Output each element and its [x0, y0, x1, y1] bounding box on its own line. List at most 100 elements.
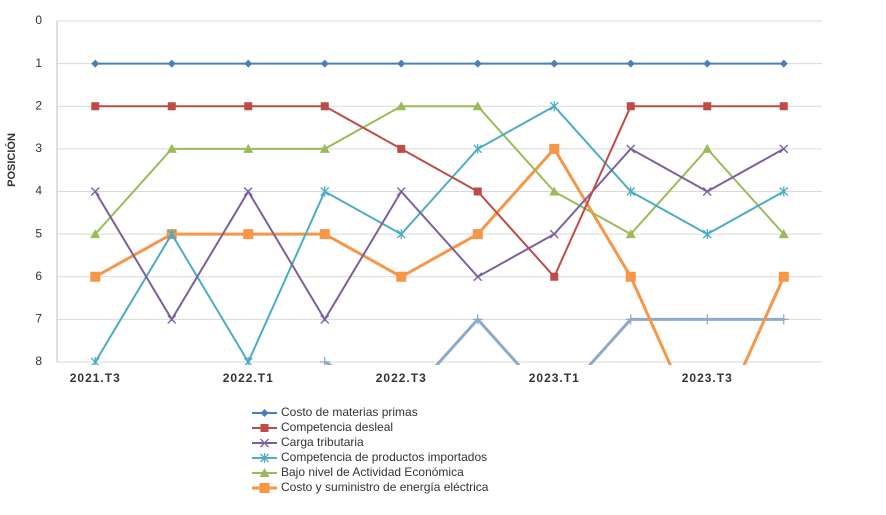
marker: [320, 186, 330, 197]
y-tick-label: 4: [35, 184, 42, 198]
series-line: [95, 105, 784, 279]
y-tick-label: 8: [35, 354, 42, 368]
marker: [259, 483, 270, 493]
y-tick-label: 6: [35, 269, 42, 283]
marker: [244, 59, 253, 68]
marker: [703, 102, 712, 111]
legend-label: Costo de materias primas: [281, 405, 418, 419]
series: [319, 314, 789, 410]
marker: [549, 400, 559, 410]
marker: [549, 186, 560, 196]
legend-label: Costo y suministro de energía eléctrica: [281, 480, 489, 494]
marker: [260, 409, 269, 417]
y-tick-label: 3: [35, 141, 42, 155]
marker: [90, 271, 101, 282]
x-tick-label: 2023.T3: [682, 371, 733, 385]
marker: [779, 144, 789, 154]
x-tick-label: 2022.T1: [223, 371, 274, 385]
marker: [320, 314, 330, 324]
marker: [702, 229, 712, 240]
series: [90, 101, 789, 239]
marker: [778, 229, 789, 239]
marker: [549, 229, 559, 239]
marker: [625, 314, 636, 325]
marker: [259, 468, 270, 477]
marker: [549, 101, 559, 112]
marker: [90, 357, 100, 365]
marker: [473, 59, 482, 68]
marker: [90, 187, 100, 196]
marker: [625, 271, 636, 282]
marker: [396, 187, 406, 196]
marker: [90, 229, 101, 239]
marker: [778, 314, 789, 325]
marker: [626, 59, 635, 68]
marker: [473, 187, 482, 196]
legend-label: Competencia desleal: [281, 420, 393, 434]
marker: [260, 453, 269, 463]
marker: [550, 59, 559, 68]
marker: [703, 59, 712, 68]
marker: [260, 424, 269, 432]
marker: [702, 442, 712, 452]
series: [91, 102, 788, 281]
marker: [779, 102, 788, 111]
marker: [319, 357, 330, 365]
marker: [549, 143, 560, 154]
marker: [167, 59, 176, 68]
marker: [167, 229, 177, 240]
marker: [91, 59, 100, 68]
marker: [626, 102, 635, 111]
series: [90, 144, 789, 324]
marker: [167, 102, 176, 111]
y-tick-label: 5: [35, 226, 42, 240]
marker: [243, 357, 253, 365]
legend-label: Carga tributaria: [281, 435, 364, 449]
marker: [472, 229, 483, 240]
marker: [320, 59, 329, 68]
marker: [243, 187, 253, 196]
marker: [472, 101, 483, 111]
marker: [244, 102, 253, 111]
marker: [472, 314, 483, 325]
marker: [166, 143, 177, 153]
marker: [778, 271, 789, 282]
marker: [319, 229, 330, 240]
marker: [320, 102, 329, 111]
y-tick-label: 1: [35, 56, 42, 70]
marker: [473, 143, 483, 154]
marker: [396, 101, 407, 111]
marker: [243, 143, 254, 153]
marker: [626, 186, 636, 197]
y-tick-label: 7: [35, 312, 42, 326]
marker: [702, 143, 713, 153]
marker: [396, 271, 407, 282]
marker: [779, 59, 788, 68]
marker: [91, 102, 100, 111]
x-tick-label: 2023.T1: [529, 371, 580, 385]
series-line: [94, 105, 785, 236]
marker: [396, 229, 406, 240]
y-tick-label: 0: [35, 13, 42, 27]
marker: [167, 314, 177, 324]
marker: [243, 229, 254, 240]
marker: [397, 144, 406, 153]
series: [90, 101, 789, 365]
legend-label: Bajo nivel de Actividad Económica: [281, 465, 464, 479]
series-line: [94, 147, 785, 322]
marker: [779, 186, 789, 197]
marker: [473, 272, 483, 282]
series-line: [94, 146, 786, 365]
marker: [702, 314, 713, 325]
marker: [626, 144, 636, 154]
marker: [397, 59, 406, 68]
marker: [625, 229, 636, 239]
y-axis-label: POSICIÓN: [5, 133, 18, 187]
marker: [260, 438, 269, 448]
marker: [319, 143, 330, 153]
marker: [550, 272, 559, 281]
series-line: [94, 104, 785, 365]
legend-label: Competencia de productos importados: [281, 450, 487, 464]
